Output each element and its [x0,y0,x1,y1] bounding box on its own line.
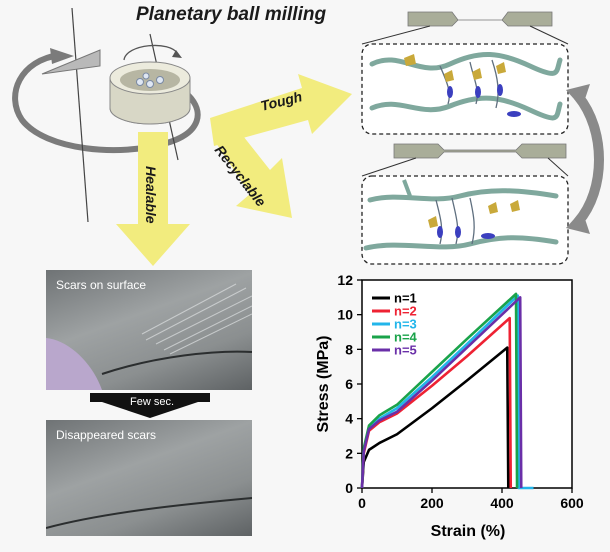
stress-strain-chart: 0 200 400 600 0 2 4 6 8 10 12 n=1n=2n=3n=4n=5 Stra… [315,272,584,540]
scars-label: Scars on surface [56,278,147,292]
legend-label-5: n=5 [394,343,417,358]
spin-arrow [123,44,179,61]
few-seconds-label: Few sec. [130,396,174,408]
few-seconds-arrow: Few sec. [90,393,210,418]
x-tick-label: 200 [420,495,444,511]
polymer-network-bottom [363,179,559,251]
x-axis-label: Strain (%) [431,523,506,540]
legend-label-1: n=1 [394,291,417,306]
healable-label: Healable [143,166,159,224]
y-tick-label: 0 [345,480,353,496]
tensile-specimen-bottom [393,143,567,159]
y-tick-label: 4 [345,411,353,427]
tensile-specimen-top [407,11,553,27]
disappeared-label: Disappeared scars [56,428,157,442]
orbit-arrow [12,48,201,154]
photo-scars-on-surface: Scars on surface [46,270,252,390]
plot-frame [361,279,573,489]
y-tick-label: 6 [345,376,353,392]
reversible-arrow [566,84,604,234]
polymer-network-top [369,52,563,121]
y-tick-label: 8 [345,341,353,357]
legend-label-3: n=3 [394,317,417,332]
spindle-cone [41,49,101,75]
diagram-title: Planetary ball milling [136,4,327,25]
y-tick-label: 10 [337,307,353,323]
x-tick-label: 600 [560,495,584,511]
photo-disappeared-scars: Disappeared scars [46,420,252,536]
y-tick-label: 2 [345,445,353,461]
network-box-bottom [361,175,569,265]
milling-jar [109,61,191,125]
y-tick-label: 12 [337,272,353,288]
legend-label-2: n=2 [394,304,417,319]
series-line-1 [360,346,510,489]
healable-arrow: Healable [116,132,190,266]
recyclable-arrow: Recyclable [212,122,292,218]
rotation-axis-line [71,7,89,223]
series-line-5 [360,296,523,489]
x-tick-label: 400 [490,495,514,511]
y-axis-label: Stress (MPa) [315,336,332,433]
legend-label-4: n=4 [394,330,418,345]
x-tick-label: 0 [358,495,366,511]
